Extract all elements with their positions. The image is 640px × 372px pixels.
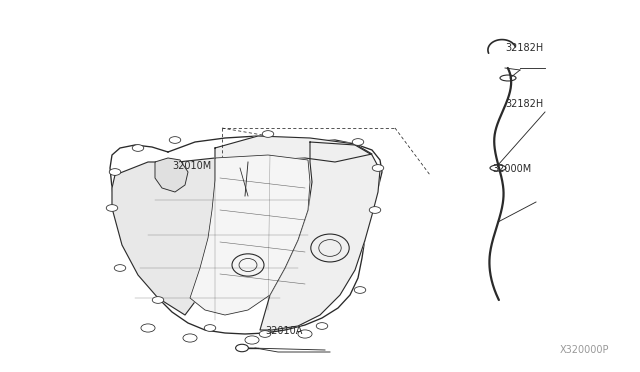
Circle shape: [109, 169, 121, 175]
Circle shape: [152, 296, 164, 303]
Text: 32182H: 32182H: [506, 99, 544, 109]
Text: X320000P: X320000P: [560, 345, 609, 355]
Polygon shape: [215, 136, 372, 162]
Circle shape: [169, 137, 180, 143]
Circle shape: [236, 344, 248, 352]
Polygon shape: [155, 158, 188, 192]
Circle shape: [369, 207, 381, 214]
Circle shape: [352, 139, 364, 145]
Circle shape: [372, 165, 384, 171]
Text: 32010M: 32010M: [173, 161, 212, 170]
Circle shape: [204, 325, 216, 331]
Circle shape: [262, 131, 274, 137]
Circle shape: [132, 145, 144, 151]
Circle shape: [141, 324, 155, 332]
Circle shape: [355, 287, 366, 294]
Text: 32000M: 32000M: [493, 164, 532, 174]
Circle shape: [298, 330, 312, 338]
Circle shape: [245, 336, 259, 344]
Circle shape: [259, 331, 271, 337]
Circle shape: [106, 205, 118, 211]
Polygon shape: [110, 136, 382, 334]
Polygon shape: [190, 155, 310, 315]
Circle shape: [114, 264, 125, 271]
Circle shape: [183, 334, 197, 342]
Polygon shape: [260, 142, 380, 330]
Text: 32010A: 32010A: [266, 326, 303, 336]
Circle shape: [316, 323, 328, 329]
Text: 32182H: 32182H: [506, 44, 544, 53]
Polygon shape: [112, 158, 215, 315]
